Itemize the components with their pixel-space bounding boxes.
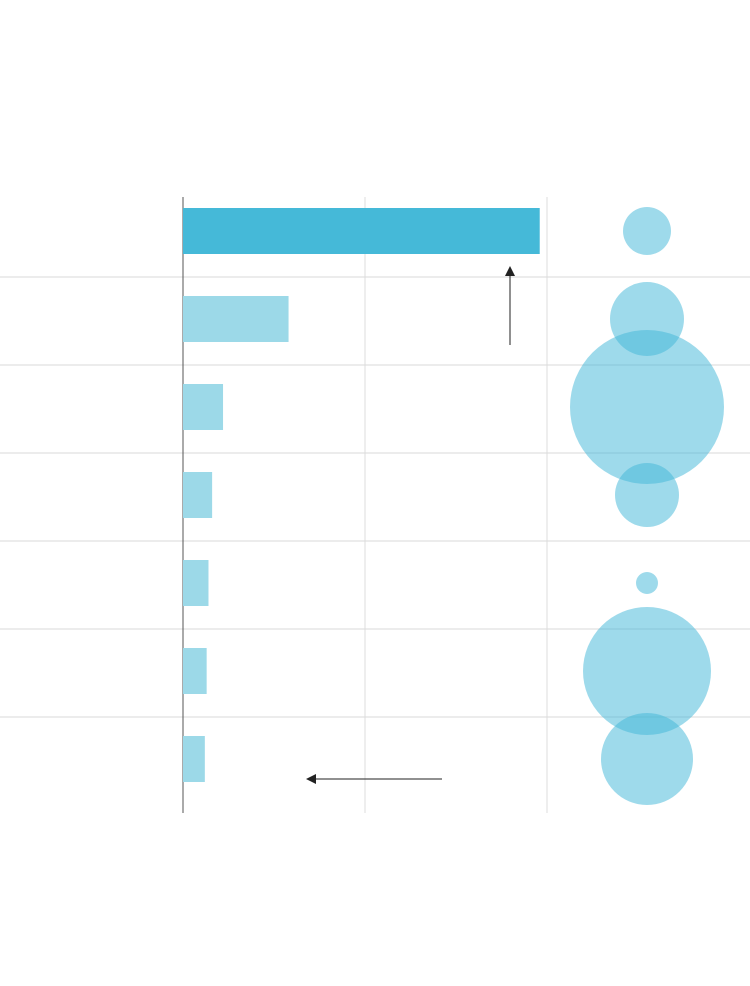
arrow-head: [505, 266, 515, 276]
bar: [183, 736, 205, 782]
annotation-arrow-left: [306, 774, 442, 784]
bar: [183, 384, 224, 430]
bar: [183, 296, 289, 342]
bubble: [601, 713, 693, 805]
bar: [183, 560, 209, 606]
plot: [0, 197, 750, 813]
arrow-head: [306, 774, 316, 784]
bubble: [583, 607, 711, 735]
bubble: [636, 572, 658, 594]
bubble: [615, 463, 679, 527]
bar: [183, 472, 213, 518]
annotation-arrow-up: [505, 266, 515, 345]
bar: [183, 648, 207, 694]
bubble: [570, 330, 724, 484]
bubble: [623, 207, 671, 255]
bar: [183, 208, 540, 254]
